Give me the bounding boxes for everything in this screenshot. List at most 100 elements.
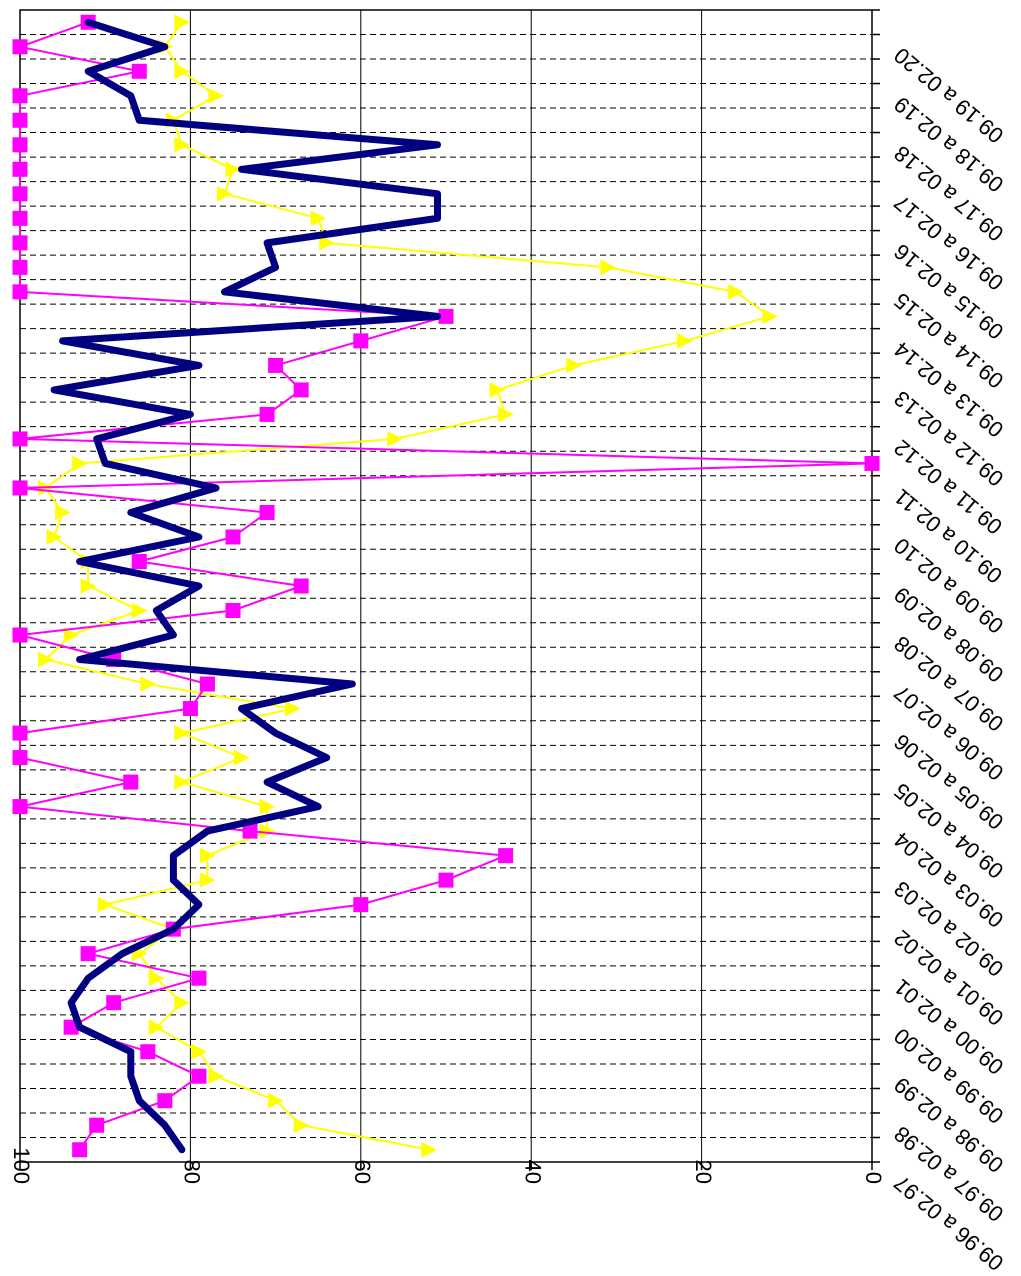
data-point: [677, 333, 693, 349]
data-point: [80, 578, 97, 594]
data-point: [55, 504, 71, 521]
data-point: [80, 946, 96, 962]
data-point: [319, 235, 335, 251]
data-point: [12, 88, 28, 104]
data-point: [38, 651, 54, 668]
data-point: [199, 847, 216, 864]
data-point: [12, 284, 28, 300]
data-point: [12, 39, 28, 55]
data-point: [72, 455, 88, 472]
data-point: [438, 872, 454, 888]
data-point: [12, 259, 28, 275]
data-point: [489, 382, 506, 398]
data-point: [12, 235, 28, 251]
gridlines: [19, 10, 873, 1162]
data-point: [225, 161, 242, 178]
data-point: [191, 970, 207, 986]
data-point: [353, 333, 369, 349]
data-point: [12, 161, 28, 177]
series-line: [50, 18, 441, 1154]
data-point: [268, 357, 284, 373]
data-point: [12, 210, 28, 226]
data-point: [498, 406, 514, 423]
value-tick-label: 80: [180, 1160, 205, 1184]
data-point: [131, 63, 147, 79]
data-point: [293, 578, 309, 594]
data-point: [353, 897, 369, 913]
data-point: [46, 529, 63, 545]
data-point: [199, 676, 215, 692]
data-point: [174, 725, 190, 741]
data-point: [89, 1117, 105, 1133]
data-point: [234, 749, 250, 766]
data-point: [12, 725, 28, 741]
data-point: [259, 798, 276, 815]
data-point: [191, 1068, 207, 1084]
value-tick-label: 60: [350, 1160, 375, 1184]
data-point: [12, 799, 28, 815]
data-point: [174, 774, 190, 790]
data-point: [97, 896, 114, 913]
data-point: [421, 1141, 438, 1158]
data-point: [123, 774, 139, 790]
data-point: [182, 701, 198, 717]
data-point: [140, 676, 156, 692]
data-point: [131, 553, 147, 569]
data-point: [174, 14, 190, 31]
data-point: [600, 259, 616, 276]
data-point: [225, 529, 241, 545]
data-point: [225, 603, 241, 619]
data-point: [438, 308, 454, 324]
value-tick-label: 40: [520, 1160, 545, 1184]
data-point: [12, 431, 28, 447]
data-point: [148, 1019, 165, 1036]
data-point: [106, 995, 122, 1011]
data-point: [259, 406, 275, 422]
data-point: [566, 357, 582, 374]
data-point: [174, 136, 190, 153]
data-point: [208, 1068, 225, 1085]
data-point: [498, 848, 514, 864]
value-tick-label: 0: [861, 1172, 886, 1184]
series-line: [19, 21, 873, 1151]
data-point: [268, 1092, 284, 1109]
value-tick-label: 20: [691, 1160, 716, 1184]
series-2: [38, 14, 778, 1158]
series-0: [50, 18, 441, 1154]
data-point: [199, 872, 216, 888]
data-point: [12, 186, 28, 202]
data-point: [72, 1142, 88, 1158]
data-point: [310, 210, 327, 227]
data-point: [216, 186, 233, 202]
data-point: [12, 137, 28, 153]
data-point: [728, 284, 744, 300]
data-point: [12, 750, 28, 766]
data-point: [148, 970, 165, 986]
data-point: [131, 602, 148, 619]
data-point: [12, 112, 28, 128]
data-point: [208, 87, 225, 104]
plot-frame: [19, 9, 873, 1163]
data-point: [387, 431, 403, 447]
data-point: [174, 63, 190, 80]
data-point: [864, 455, 880, 471]
value-tick-label: 100: [9, 1147, 34, 1184]
data-point: [293, 382, 309, 398]
data-point: [140, 1044, 156, 1060]
data-point: [63, 627, 80, 643]
data-point: [293, 1117, 310, 1134]
data-point: [174, 994, 190, 1011]
series-1: [12, 14, 880, 1158]
data-point: [12, 627, 28, 643]
data-point: [157, 1093, 173, 1109]
data-point: [191, 1043, 208, 1060]
value-axis: 0 20 40 60 80 100: [9, 1147, 886, 1184]
data-point: [12, 480, 28, 496]
plot-border: [19, 9, 873, 1163]
series-layer: [12, 14, 880, 1158]
data-point: [259, 504, 275, 520]
data-point: [285, 700, 301, 717]
data-point: [762, 308, 778, 325]
